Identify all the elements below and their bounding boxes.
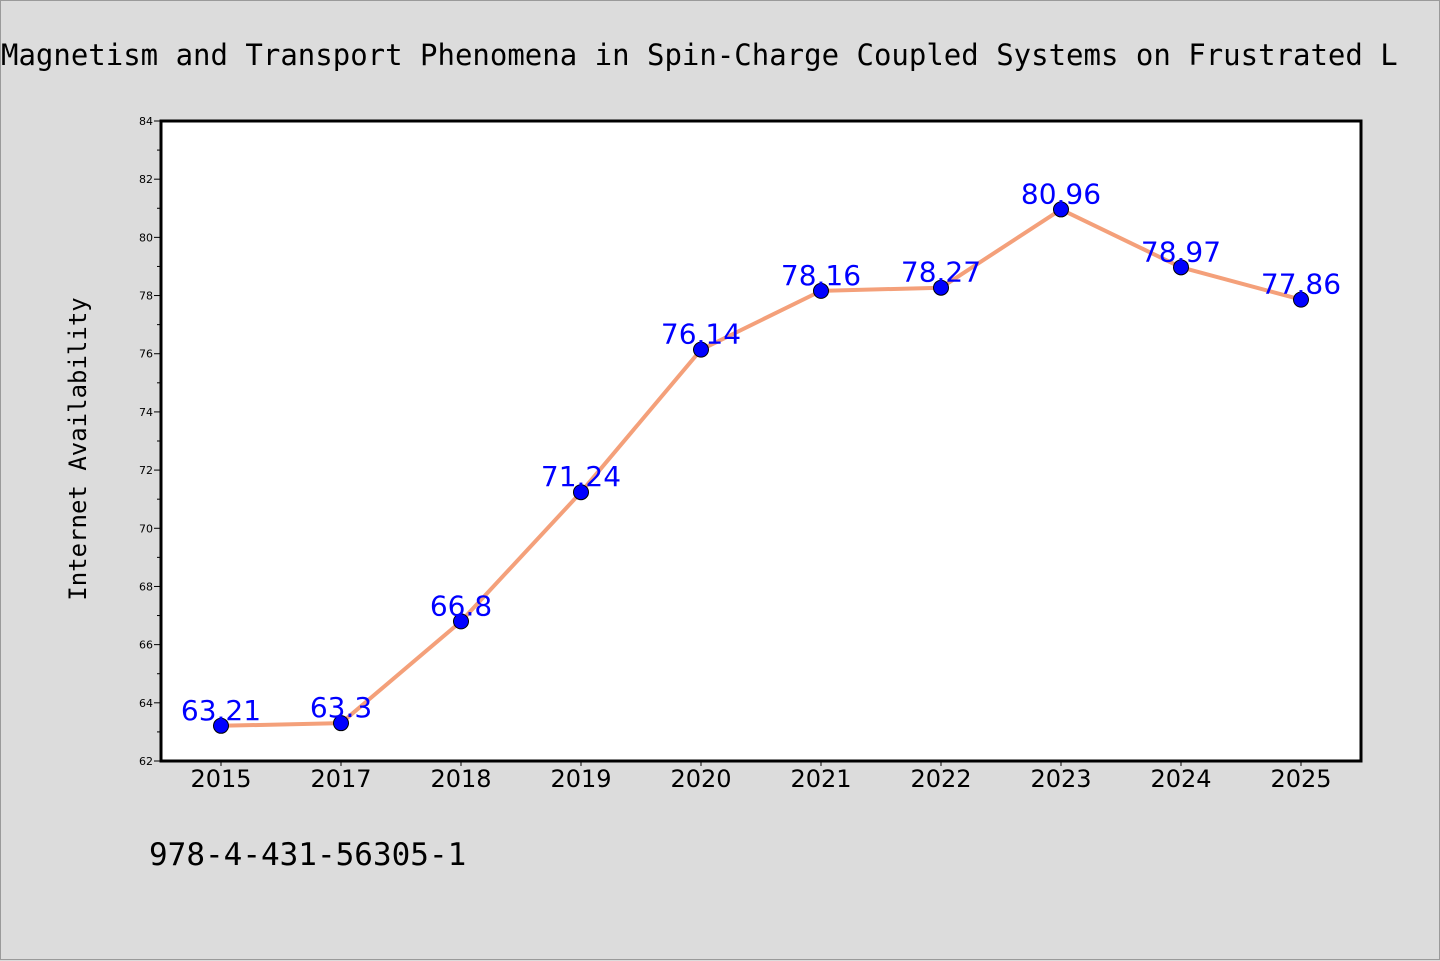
- y-tick-label: 78: [139, 290, 153, 303]
- footer-text: 978-4-431-56305-1: [149, 837, 466, 873]
- x-tick-label: 2023: [1030, 765, 1091, 793]
- data-point: [333, 715, 349, 732]
- data-point: [213, 717, 229, 734]
- data-label: 78.16: [781, 259, 861, 292]
- y-tick-label: 74: [139, 406, 153, 419]
- series-layer: 63.21 63.3 66.8 71.24 76.14 78.16 78.27 80.96 78…: [181, 177, 1341, 734]
- data-label: 76.14: [661, 318, 741, 351]
- data-label: 80.96: [1021, 177, 1101, 210]
- data-point: [693, 341, 709, 358]
- y-tick-label: 80: [139, 231, 153, 244]
- data-label: 78.27: [901, 256, 981, 289]
- data-label: 66.8: [430, 589, 492, 622]
- plot-area: [159, 119, 1363, 763]
- x-tick-label: 2022: [910, 765, 971, 793]
- y-axis: 62 64 66 68 70 72 74 76 78 80 82 84: [139, 115, 161, 768]
- data-point: [933, 279, 949, 296]
- chart-title: Magnetism and Transport Phenomena in Spi…: [1, 38, 1398, 72]
- x-tick-label: 2020: [670, 765, 731, 793]
- y-tick-label: 64: [139, 697, 153, 710]
- x-tick-label: 2021: [790, 765, 851, 793]
- data-label: 78.97: [1141, 235, 1221, 268]
- y-tick-label: 68: [139, 580, 153, 593]
- x-tick-label: 2017: [310, 765, 371, 793]
- x-tick-label: 2019: [550, 765, 611, 793]
- data-point: [813, 282, 829, 299]
- data-label: 63.21: [181, 694, 261, 727]
- y-tick-label: 84: [139, 115, 153, 128]
- data-label: 71.24: [541, 460, 621, 493]
- x-axis: 2015 2017 2018 2019 2020 2021 2022 2023 2024 2025: [190, 761, 1332, 793]
- series-line: [220, 207, 1302, 728]
- data-label: 63.3: [310, 691, 372, 724]
- data-point: [1053, 201, 1069, 218]
- x-tick-label: 2015: [190, 765, 251, 793]
- y-tick-label: 76: [139, 348, 153, 361]
- data-label: 77.86: [1261, 268, 1341, 301]
- y-tick-label: 82: [139, 173, 153, 186]
- y-tick-label: 72: [139, 464, 153, 477]
- data-point: [1293, 291, 1309, 308]
- y-tick-label: 66: [139, 639, 153, 652]
- y-axis-label: Internet Availability: [64, 297, 92, 600]
- x-tick-label: 2018: [430, 765, 491, 793]
- y-tick-label: 62: [139, 755, 153, 768]
- data-point: [453, 613, 469, 630]
- x-tick-label: 2024: [1150, 765, 1211, 793]
- data-point: [1173, 259, 1189, 276]
- y-tick-label: 70: [139, 522, 153, 535]
- x-tick-label: 2025: [1270, 765, 1331, 793]
- data-point: [573, 484, 589, 501]
